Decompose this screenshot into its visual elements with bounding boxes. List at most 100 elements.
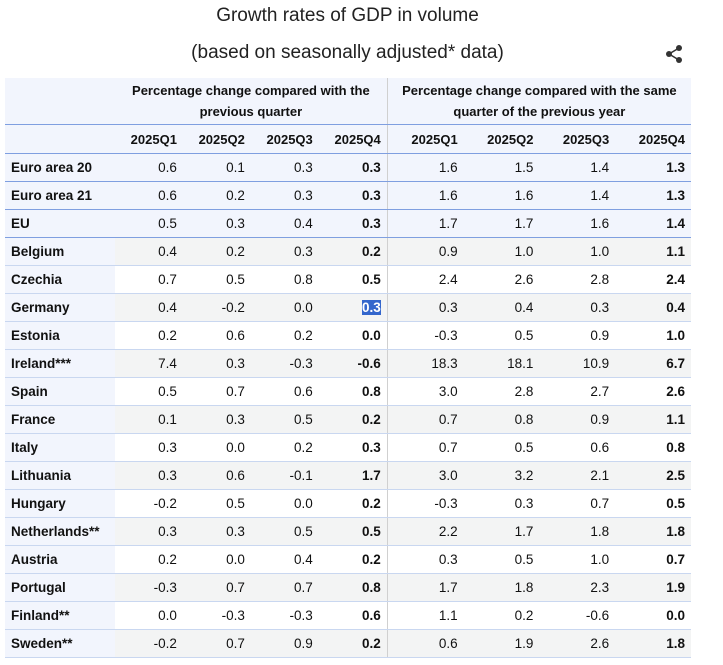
value-cell: 3.0 <box>387 377 464 406</box>
quarter-header: 2025Q2 <box>463 124 540 154</box>
value-cell: 0.6 <box>115 181 183 210</box>
country-name: Austria <box>5 545 115 574</box>
value-cell: 1.8 <box>539 517 616 546</box>
value-cell: 1.4 <box>615 209 691 238</box>
value-cell: 0.3 <box>387 545 464 574</box>
value-cell: 0.4 <box>115 293 183 322</box>
value-cell: 0.3 <box>387 293 464 322</box>
value-cell: 2.7 <box>539 377 616 406</box>
table-row: Italy 0.3 0.0 0.2 0.3 0.7 0.5 0.6 0.8 <box>5 433 691 462</box>
value-cell: 0.5 <box>115 209 183 238</box>
value-cell: 0.6 <box>318 601 388 630</box>
value-cell: 0.4 <box>250 545 319 574</box>
value-cell: 1.9 <box>615 573 691 602</box>
value-cell: -0.2 <box>115 629 183 658</box>
value-cell: 0.3 <box>115 517 183 546</box>
value-cell: 1.3 <box>615 181 691 210</box>
value-cell: 0.3 <box>318 433 388 462</box>
value-cell: 0.0 <box>318 321 388 350</box>
value-cell: 0.3 <box>182 517 251 546</box>
table-row: France 0.1 0.3 0.5 0.2 0.7 0.8 0.9 1.1 <box>5 405 691 434</box>
table-row: Spain 0.5 0.7 0.6 0.8 3.0 2.8 2.7 2.6 <box>5 377 691 406</box>
value-cell: 3.0 <box>387 461 464 490</box>
value-cell: 0.4 <box>115 237 183 266</box>
value-cell: 0.5 <box>182 265 251 294</box>
table-row: EU 0.5 0.3 0.4 0.3 1.7 1.7 1.6 1.4 <box>5 209 691 238</box>
country-name: Netherlands** <box>5 517 115 546</box>
value-cell: -0.3 <box>115 573 183 602</box>
quarter-header: 2025Q3 <box>250 124 319 154</box>
value-cell: 0.3 <box>539 293 616 322</box>
value-cell: 0.0 <box>250 293 319 322</box>
value-cell: 0.2 <box>318 405 388 434</box>
value-cell: 0.7 <box>182 573 251 602</box>
share-icon[interactable] <box>664 44 684 64</box>
corner-cell <box>5 78 115 125</box>
value-cell: 18.1 <box>463 349 540 378</box>
value-cell: -0.2 <box>182 293 251 322</box>
value-cell: 0.3 <box>182 209 251 238</box>
value-cell: 6.7 <box>615 349 691 378</box>
value-cell: 0.1 <box>182 153 251 182</box>
value-cell: 0.5 <box>250 517 319 546</box>
value-cell: 0.8 <box>318 377 388 406</box>
value-cell: 1.8 <box>615 517 691 546</box>
country-name: Finland** <box>5 601 115 630</box>
quarter-header: 2025Q3 <box>539 124 616 154</box>
table-row: Ireland*** 7.4 0.3 -0.3 -0.6 18.3 18.1 10.9 6.7 <box>5 349 691 378</box>
corner-cell <box>5 124 115 154</box>
table-row: Czechia 0.7 0.5 0.8 0.5 2.4 2.6 2.8 2.4 <box>5 265 691 294</box>
value-cell: 0.4 <box>463 293 540 322</box>
value-cell: 1.7 <box>387 573 464 602</box>
table-row: Austria 0.2 0.0 0.4 0.2 0.3 0.5 1.0 0.7 <box>5 545 691 574</box>
value-cell: 0.2 <box>115 321 183 350</box>
value-cell: 1.7 <box>463 209 540 238</box>
value-cell: 1.7 <box>463 517 540 546</box>
value-cell: 0.1 <box>115 405 183 434</box>
value-cell: 2.5 <box>615 461 691 490</box>
value-cell: 0.6 <box>182 321 251 350</box>
value-cell: 1.6 <box>539 209 616 238</box>
value-cell: 0.7 <box>182 377 251 406</box>
value-cell: 0.0 <box>250 489 319 518</box>
country-name: Sweden** <box>5 629 115 658</box>
value-cell: -0.3 <box>250 349 319 378</box>
value-cell: -0.2 <box>115 489 183 518</box>
value-cell: -0.6 <box>318 349 388 378</box>
quarter-header: 2025Q2 <box>182 124 251 154</box>
page-subtitle: (based on seasonally adjusted* data) <box>191 42 504 63</box>
value-cell: 0.2 <box>318 489 388 518</box>
country-name: Czechia <box>5 265 115 294</box>
value-cell: 0.8 <box>318 573 388 602</box>
value-cell: 1.0 <box>463 237 540 266</box>
table-row: Belgium 0.4 0.2 0.3 0.2 0.9 1.0 1.0 1.1 <box>5 237 691 266</box>
value-cell: 0.3 <box>318 209 388 238</box>
value-cell: 0.8 <box>463 405 540 434</box>
country-name: Estonia <box>5 321 115 350</box>
value-cell: 2.1 <box>539 461 616 490</box>
table-row: Euro area 20 0.6 0.1 0.3 0.3 1.6 1.5 1.4 1.3 <box>5 153 691 182</box>
value-cell: 0.0 <box>115 601 183 630</box>
value-cell: 0.4 <box>250 209 319 238</box>
value-cell: 0.3 <box>182 349 251 378</box>
country-name: Spain <box>5 377 115 406</box>
value-cell: 0.2 <box>250 321 319 350</box>
value-cell: 0.4 <box>615 293 691 322</box>
table-row: Portugal -0.3 0.7 0.7 0.8 1.7 1.8 2.3 1.9 <box>5 573 691 602</box>
value-cell: 0.5 <box>250 405 319 434</box>
value-cell: 0.6 <box>115 153 183 182</box>
value-cell: 2.4 <box>387 265 464 294</box>
table-row: Netherlands** 0.3 0.3 0.5 0.5 2.2 1.7 1.8 1.8 <box>5 517 691 546</box>
value-cell: 0.3 <box>250 181 319 210</box>
value-cell: 1.1 <box>615 237 691 266</box>
country-name: France <box>5 405 115 434</box>
value-cell: 2.8 <box>463 377 540 406</box>
value-cell: -0.3 <box>387 489 464 518</box>
value-cell: 2.3 <box>539 573 616 602</box>
selected-text[interactable]: 0.3 <box>361 300 381 315</box>
table-row: Euro area 21 0.6 0.2 0.3 0.3 1.6 1.6 1.4 1.3 <box>5 181 691 210</box>
value-cell: 1.1 <box>615 405 691 434</box>
value-cell: 0.5 <box>318 517 388 546</box>
value-cell: 0.3 <box>250 237 319 266</box>
quarter-header: 2025Q1 <box>115 124 183 154</box>
